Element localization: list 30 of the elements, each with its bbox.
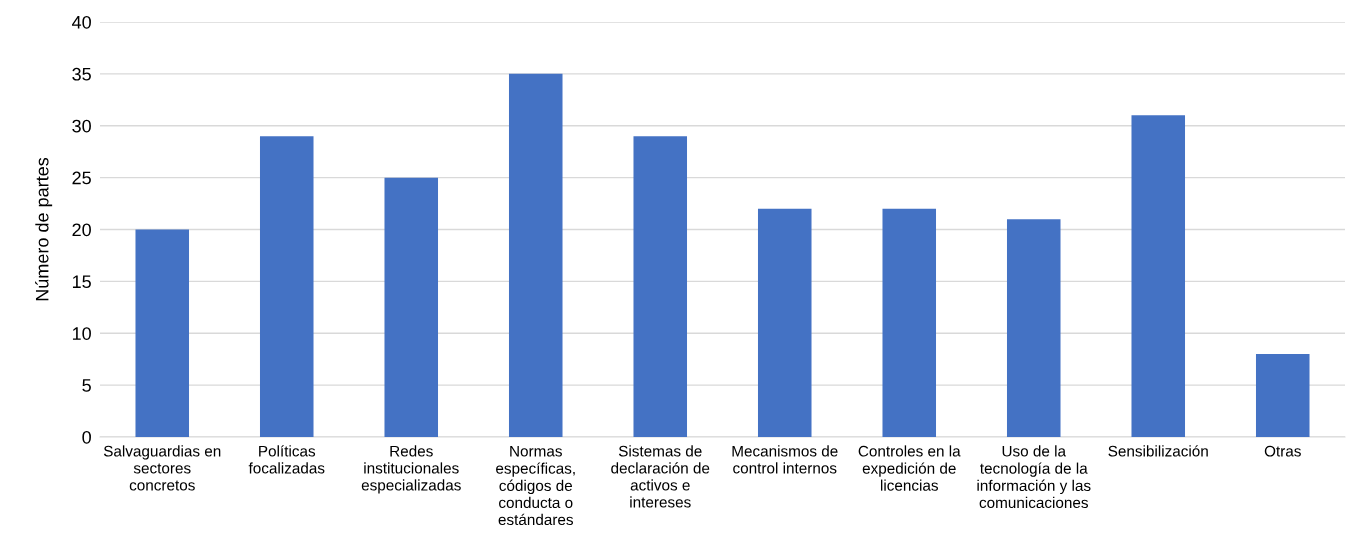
bar bbox=[384, 177, 439, 437]
y-tick-label: 35 bbox=[72, 67, 91, 81]
x-tick-label: Mecanismos de control internos bbox=[732, 445, 838, 474]
x-tick-label: Redes institucionales especializadas bbox=[361, 445, 461, 494]
bar bbox=[882, 208, 937, 437]
bar bbox=[633, 136, 688, 437]
y-tick-label: 0 bbox=[82, 430, 91, 444]
bar bbox=[135, 229, 190, 437]
x-tick-label: Políticas focalizadas bbox=[248, 445, 325, 474]
x-tick-label: Salvaguardias en sectores concretos bbox=[103, 445, 221, 491]
bar bbox=[1255, 354, 1310, 437]
y-axis-title: Número de partes bbox=[35, 157, 53, 301]
bar bbox=[508, 73, 563, 437]
bar bbox=[757, 208, 812, 437]
x-tick-label: Uso de la tecnología de la información y las comunicaciones bbox=[977, 445, 1091, 509]
bar bbox=[259, 136, 314, 437]
bar bbox=[1131, 115, 1186, 437]
y-tick-label: 40 bbox=[72, 15, 91, 29]
x-tick-label: Otras bbox=[1264, 445, 1301, 457]
x-tick-label: Sensibilización bbox=[1108, 445, 1208, 457]
y-tick-label: 20 bbox=[72, 223, 91, 237]
y-tick-label: 5 bbox=[82, 379, 91, 392]
x-tick-label: Sistemas de declaración de activos e intereses bbox=[611, 445, 710, 508]
x-tick-label: Normas específicas, códigos de conducta o estándares bbox=[496, 445, 575, 526]
bar bbox=[1006, 219, 1061, 437]
x-tick-label: Controles en la expedición de licencias bbox=[858, 445, 961, 491]
y-tick-label: 10 bbox=[72, 327, 91, 340]
y-tick-label: 30 bbox=[72, 119, 91, 133]
y-tick-label: 25 bbox=[72, 171, 91, 185]
y-tick-label: 15 bbox=[72, 275, 91, 289]
